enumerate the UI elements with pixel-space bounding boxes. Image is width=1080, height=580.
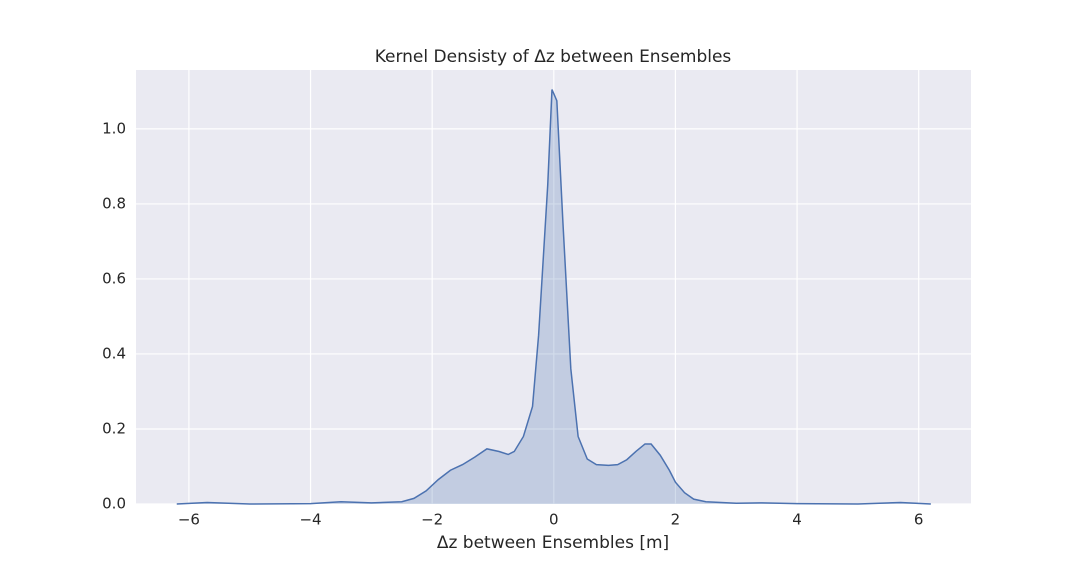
- density-area: [176, 89, 931, 504]
- y-tick-label: 0.2: [102, 419, 126, 437]
- y-tick-label: 0.8: [102, 194, 126, 212]
- y-tick-label: 1.0: [102, 119, 126, 137]
- x-tick-label: 2: [671, 511, 681, 529]
- chart-title: Kernel Densisty of Δz between Ensembles: [375, 47, 732, 67]
- x-axis-label: Δz between Ensembles [m]: [437, 533, 669, 553]
- x-tick-label: 0: [549, 511, 559, 529]
- density-line: [176, 89, 931, 505]
- x-tick-label: −4: [299, 511, 321, 529]
- y-tick-label: 0.0: [102, 495, 126, 513]
- x-tick-label: −2: [421, 511, 443, 529]
- y-tick-label: 0.4: [102, 344, 126, 362]
- y-tick-label: 0.6: [102, 269, 126, 287]
- x-tick-label: 6: [914, 511, 924, 529]
- x-tick-label: −6: [178, 511, 200, 529]
- x-tick-label: 4: [792, 511, 802, 529]
